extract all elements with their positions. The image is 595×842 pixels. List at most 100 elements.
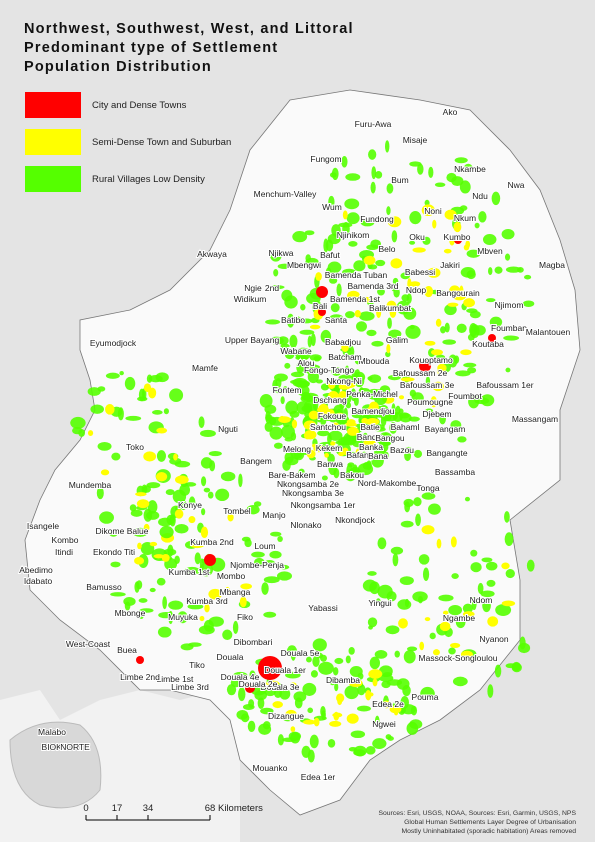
settlement-patch bbox=[447, 302, 459, 307]
settlement-patch bbox=[130, 509, 143, 517]
settlement-patch bbox=[162, 596, 167, 610]
settlement-patch bbox=[375, 259, 386, 267]
settlement-patch bbox=[374, 391, 388, 406]
settlement-patch bbox=[146, 482, 161, 489]
settlement-patch bbox=[97, 442, 112, 451]
settlement-patch bbox=[328, 430, 343, 441]
settlement-patch bbox=[280, 343, 290, 349]
settlement-patch bbox=[350, 388, 357, 402]
settlement-patch bbox=[333, 711, 340, 721]
place-label: Bali bbox=[313, 301, 327, 311]
settlement-patch bbox=[254, 690, 267, 701]
settlement-patch bbox=[353, 745, 367, 757]
settlement-patch bbox=[422, 236, 431, 245]
settlement-patch bbox=[503, 335, 520, 341]
settlement-patch bbox=[487, 684, 494, 698]
settlement-patch bbox=[135, 492, 147, 497]
settlement-patch bbox=[246, 504, 260, 515]
settlement-patch bbox=[415, 513, 421, 527]
legend-label: Semi-Dense Town and Suburban bbox=[92, 137, 231, 148]
settlement-patch bbox=[354, 375, 365, 388]
settlement-patch bbox=[456, 323, 467, 333]
settlement-patch bbox=[341, 341, 349, 353]
settlement-patch bbox=[279, 415, 285, 423]
settlement-patch bbox=[387, 216, 402, 228]
title-line: Northwest, Southwest, West, and Littoral bbox=[24, 21, 354, 37]
settlement-patch bbox=[156, 427, 168, 434]
settlement-patch bbox=[389, 422, 397, 434]
settlement-patch bbox=[330, 422, 340, 431]
settlement-patch bbox=[129, 504, 137, 512]
settlement-patch bbox=[463, 244, 470, 251]
settlement-patch bbox=[290, 379, 305, 385]
place-label: Alou bbox=[297, 358, 314, 368]
settlement-patch bbox=[251, 551, 265, 558]
settlement-patch bbox=[409, 281, 421, 287]
settlement-patch bbox=[469, 310, 481, 319]
settlement-patch bbox=[329, 314, 344, 321]
settlement-patch bbox=[331, 224, 341, 237]
settlement-patch bbox=[281, 424, 295, 439]
settlement-patch bbox=[448, 647, 456, 655]
place-label: Mbouda bbox=[359, 356, 390, 366]
settlement-patch bbox=[368, 669, 383, 679]
settlement-patch bbox=[348, 241, 358, 247]
settlement-patch bbox=[272, 379, 278, 393]
place-label: Bakou bbox=[340, 470, 364, 480]
settlement-patch bbox=[466, 249, 481, 258]
settlement-patch bbox=[519, 636, 526, 650]
settlement-patch bbox=[110, 592, 126, 597]
place-label: Kumba 2nd bbox=[190, 537, 234, 547]
settlement-patch bbox=[310, 670, 318, 678]
settlement-patch bbox=[410, 705, 418, 716]
settlement-patch bbox=[374, 650, 388, 659]
settlement-patch bbox=[467, 367, 477, 374]
settlement-patch bbox=[457, 436, 467, 443]
settlement-patch bbox=[469, 322, 478, 337]
place-label: Melong bbox=[283, 444, 311, 454]
settlement-patch bbox=[356, 321, 367, 332]
place-label: Bamendjou bbox=[351, 406, 394, 416]
settlement-patch bbox=[345, 311, 355, 319]
settlement-patch bbox=[149, 587, 156, 593]
settlement-patch bbox=[342, 210, 348, 220]
settlement-patch bbox=[332, 667, 339, 676]
settlement-patch bbox=[371, 453, 384, 468]
settlement-patch bbox=[296, 361, 304, 374]
settlement-patch bbox=[269, 426, 283, 440]
settlement-patch bbox=[372, 678, 378, 687]
settlement-patch bbox=[378, 674, 394, 682]
settlement-patch bbox=[247, 720, 256, 733]
settlement-patch bbox=[403, 498, 414, 508]
scale-label: 0 bbox=[83, 803, 88, 814]
place-label: Nkondjock bbox=[335, 515, 375, 525]
settlement-patch bbox=[374, 427, 386, 432]
settlement-patch bbox=[184, 566, 200, 576]
place-label: Belo bbox=[378, 244, 395, 254]
settlement-patch bbox=[398, 618, 408, 629]
scale-bar: 0 17 34 68 Kilometers bbox=[83, 803, 263, 821]
settlement-patch bbox=[333, 367, 341, 372]
settlement-patch bbox=[464, 496, 470, 502]
settlement-patch bbox=[369, 656, 381, 670]
place-label: Njimom bbox=[495, 300, 524, 310]
settlement-patch bbox=[177, 611, 188, 624]
settlement-patch bbox=[290, 316, 301, 322]
place-label: Nkambe bbox=[454, 164, 486, 174]
settlement-patch bbox=[397, 599, 412, 610]
settlement-patch bbox=[310, 333, 316, 347]
settlement-patch bbox=[462, 603, 474, 614]
settlement-patch bbox=[365, 418, 380, 426]
place-label: Menchum-Valley bbox=[254, 189, 317, 199]
place-label: Misaje bbox=[403, 135, 428, 145]
settlement-patch bbox=[263, 560, 276, 567]
settlement-patch bbox=[355, 369, 360, 377]
place-label: Bangem bbox=[240, 456, 272, 466]
settlement-patch bbox=[194, 552, 201, 565]
settlement-patch bbox=[488, 334, 496, 342]
settlement-patch bbox=[393, 287, 400, 298]
settlement-patch bbox=[204, 603, 210, 613]
settlement-patch bbox=[377, 287, 385, 296]
settlement-patch bbox=[138, 612, 144, 619]
settlement-patch bbox=[451, 573, 459, 580]
